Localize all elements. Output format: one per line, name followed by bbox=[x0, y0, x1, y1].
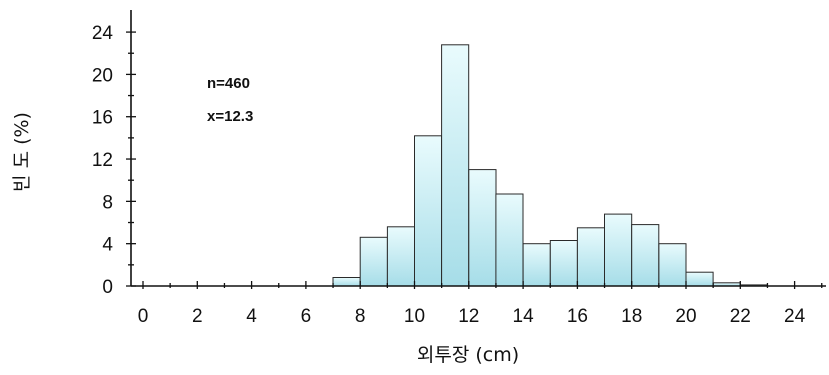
x-tick-label: 6 bbox=[301, 306, 312, 327]
annotation-n: n=460 bbox=[207, 75, 250, 92]
x-tick-label: 14 bbox=[513, 306, 535, 327]
x-axis-title: 외투장 (cm) bbox=[417, 344, 519, 366]
histogram-bar bbox=[522, 243, 551, 287]
histogram-bar bbox=[631, 224, 660, 287]
histogram-bar bbox=[685, 271, 714, 287]
histogram-bar bbox=[495, 193, 524, 287]
y-tick-label: 12 bbox=[92, 150, 113, 171]
x-tick-label: 4 bbox=[246, 306, 257, 327]
x-tick-label: 0 bbox=[138, 306, 149, 327]
histogram-bar bbox=[386, 226, 415, 287]
x-tick-label: 12 bbox=[458, 306, 479, 327]
x-tick-label: 2 bbox=[192, 306, 203, 327]
y-tick-label: 4 bbox=[102, 235, 113, 256]
x-tick-label: 22 bbox=[730, 306, 751, 327]
x-tick-label: 10 bbox=[404, 306, 425, 327]
x-tick-label: 20 bbox=[675, 306, 696, 327]
histogram-bar bbox=[332, 277, 361, 287]
histogram-bar bbox=[359, 236, 388, 287]
histogram-bar bbox=[658, 243, 687, 287]
histogram-bar bbox=[441, 44, 470, 287]
x-tick-label: 16 bbox=[567, 306, 588, 327]
histogram-bar bbox=[468, 169, 497, 287]
histogram-bar bbox=[604, 213, 633, 287]
histogram-bar bbox=[576, 227, 606, 287]
y-tick-label: 24 bbox=[92, 23, 114, 44]
y-tick-label: 8 bbox=[102, 192, 113, 213]
x-tick-label: 8 bbox=[355, 306, 366, 327]
y-tick-label: 20 bbox=[92, 65, 113, 86]
histogram-bar bbox=[549, 240, 578, 287]
bars-group bbox=[332, 44, 768, 287]
y-tick-label: 16 bbox=[92, 108, 113, 129]
x-tick-label: 18 bbox=[621, 306, 642, 327]
x-tick-label: 24 bbox=[784, 306, 806, 327]
y-tick-label: 0 bbox=[102, 277, 113, 298]
axes-group bbox=[126, 10, 826, 289]
annotation-mean: x=12.3 bbox=[207, 108, 253, 125]
y-axis-title: 빈 도 (%) bbox=[11, 112, 33, 192]
histogram-bar bbox=[414, 135, 443, 287]
